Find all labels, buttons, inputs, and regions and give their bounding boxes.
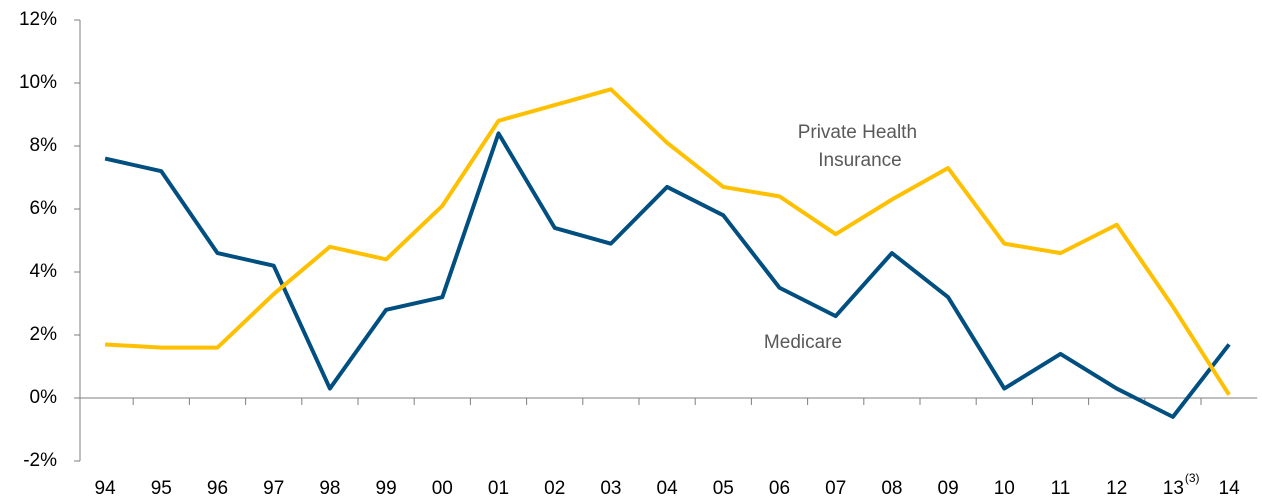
x-tick-label: 96 (207, 478, 228, 499)
line-series (104, 131, 1231, 419)
y-tick-label: 2% (30, 324, 58, 345)
x-tick-superscript: (3) (1185, 471, 1200, 485)
x-tick-label: 98 (319, 478, 340, 499)
y-tick-label: 10% (19, 72, 57, 93)
x-tick-label: 14 (1219, 478, 1241, 499)
x-tick-label: 99 (376, 478, 397, 499)
y-tick-label: 6% (30, 198, 58, 219)
x-tick-label: 10 (994, 478, 1015, 499)
x-tick-label: 95 (151, 478, 172, 499)
x-tick-label: 12 (1106, 478, 1127, 499)
x-tick-label: 06 (769, 478, 790, 499)
y-tick-label: 8% (30, 135, 58, 156)
y-tick-label: 12% (19, 9, 57, 30)
x-tick-label: 02 (544, 478, 565, 499)
y-tick-label: 4% (30, 261, 58, 282)
y-tick-label: 0% (30, 387, 58, 408)
line-series (104, 87, 1231, 396)
x-tick-label: 11 (1051, 478, 1071, 499)
x-tick-label: 03 (600, 478, 621, 499)
x-tick-label: 13 (1163, 478, 1184, 499)
x-tick-label: 09 (938, 478, 959, 499)
x-tick-label: 05 (713, 478, 734, 499)
x-tick-label: 04 (657, 478, 679, 499)
x-tick-label: 07 (825, 478, 846, 499)
y-tick-label: -2% (23, 450, 57, 471)
x-tick-label: 01 (488, 478, 509, 499)
x-tick-label: 00 (432, 478, 453, 499)
x-tick-label: 97 (263, 478, 284, 499)
series-label: Private Health Insurance (798, 122, 923, 171)
series-label: Medicare (764, 332, 842, 353)
x-tick-label: 94 (95, 478, 117, 499)
x-tick-label: 08 (881, 478, 902, 499)
